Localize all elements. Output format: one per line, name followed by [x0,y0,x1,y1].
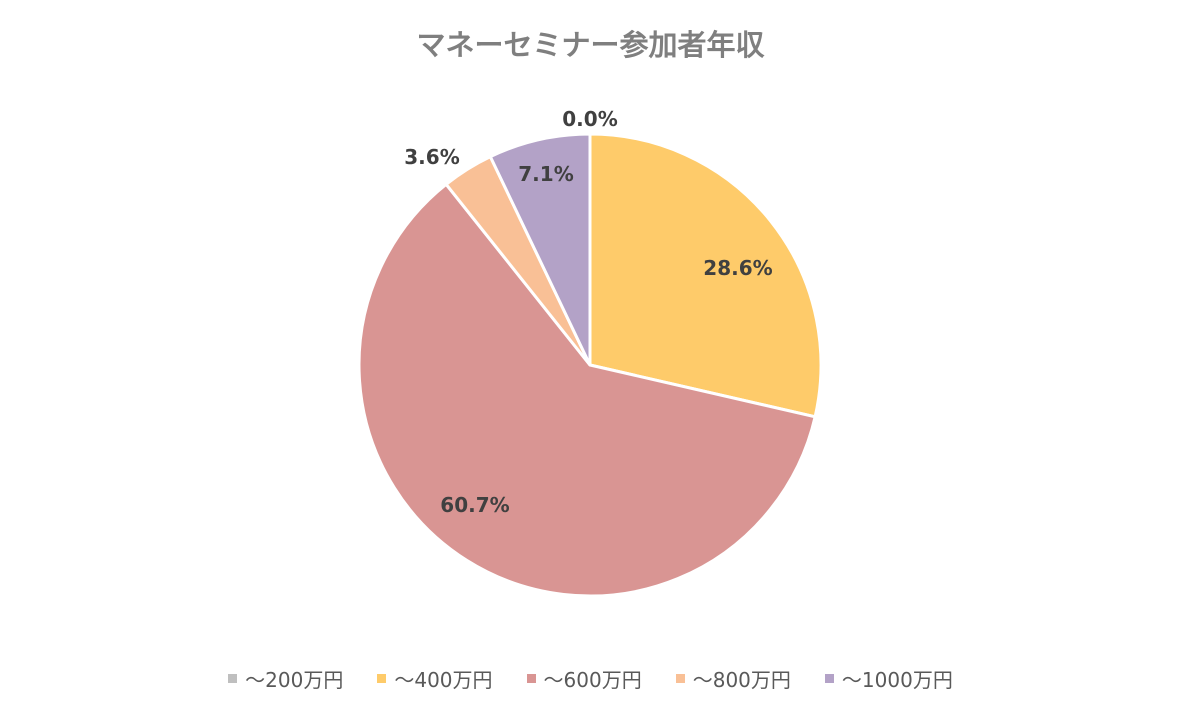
data-label: 0.0% [562,107,618,131]
legend-label: ～200万円 [245,668,344,692]
legend-label: ～600万円 [543,668,642,692]
legend-swatch-icon [824,674,834,683]
data-label: 7.1% [518,162,574,186]
data-label: 28.6% [703,256,773,280]
legend-item: ～400万円 [377,664,493,693]
data-label: 60.7% [440,493,510,517]
legend-item: ～800万円 [675,664,791,693]
pie-slice [357,182,817,598]
legend-label: ～800万円 [692,668,791,692]
legend-label: ～400万円 [394,668,493,692]
legend-swatch-icon [377,674,387,683]
data-label: 3.6% [404,145,460,169]
legend-item: ～1000万円 [824,664,953,693]
legend-item: ～600万円 [526,664,642,693]
pie-slice [488,132,592,366]
legend-label: ～1000万円 [841,668,953,692]
legend-swatch-icon [526,674,536,683]
chart-title: マネーセミナー参加者年収 [416,28,765,62]
legend-item: ～200万円 [228,664,343,693]
pie-slice [588,132,823,419]
legend-swatch-icon [675,674,685,683]
legend-swatch-icon [228,674,238,683]
legend: ～200万円 ～400万円 ～600万円 ～800万円 ～1000万円 [0,664,1181,693]
